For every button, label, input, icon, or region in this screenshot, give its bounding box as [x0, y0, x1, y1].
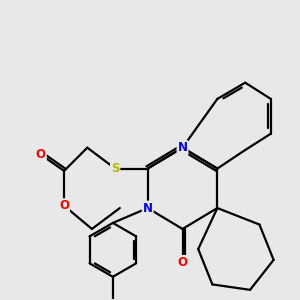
Text: S: S: [111, 162, 119, 175]
Text: O: O: [59, 199, 69, 212]
Text: N: N: [178, 141, 188, 154]
Text: O: O: [36, 148, 46, 161]
Text: N: N: [143, 202, 153, 214]
Text: O: O: [178, 256, 188, 269]
